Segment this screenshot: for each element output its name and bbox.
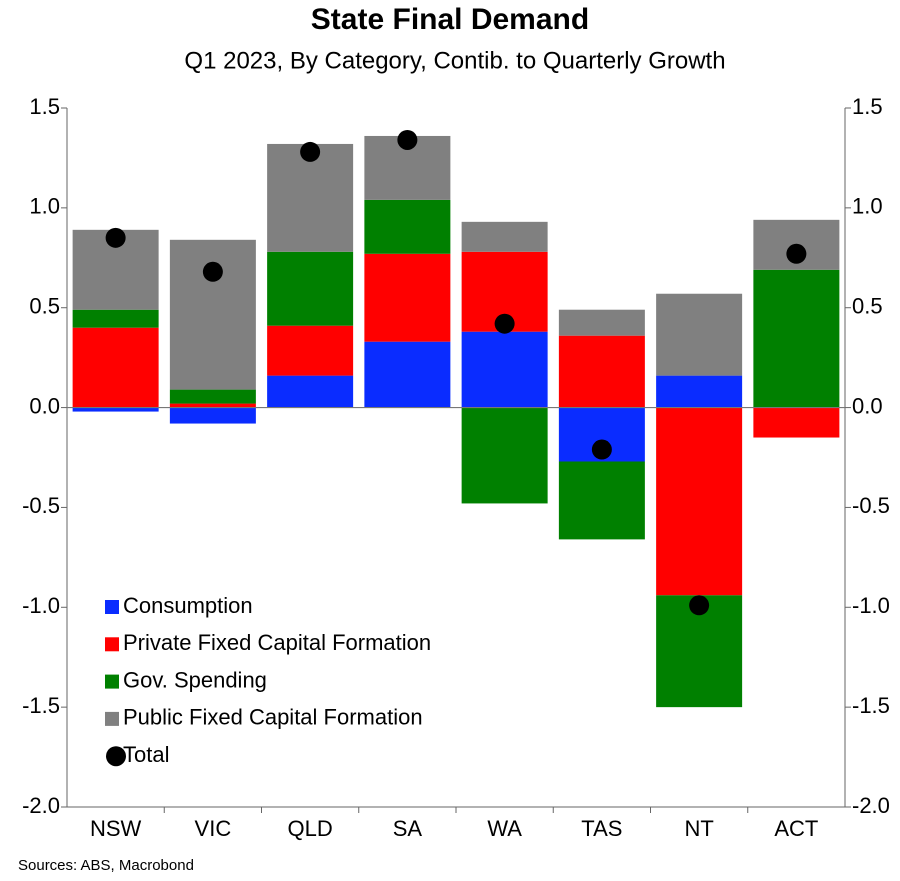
x-tick-label: WA	[487, 816, 522, 841]
legend-swatch	[105, 637, 119, 652]
bar-segment	[169, 403, 256, 408]
y-tick-label: -2.0	[22, 793, 60, 818]
y2-tick-label: 0.0	[852, 393, 883, 418]
total-dot	[591, 439, 612, 460]
chart-subtitle: Q1 2023, By Category, Contib. to Quarter…	[184, 47, 725, 74]
bar-segment	[656, 407, 743, 596]
y-tick-label: 1.0	[29, 194, 60, 219]
bar-segment	[364, 253, 451, 342]
x-tick-label: TAS	[581, 816, 622, 841]
total-dot	[202, 261, 223, 282]
bar-segment	[656, 293, 743, 376]
legend-label: Gov. Spending	[123, 667, 267, 692]
total-dot	[397, 129, 418, 150]
y2-tick-label: -1.5	[852, 693, 890, 718]
y-tick-label: 0.5	[29, 294, 60, 319]
x-tick-label: NT	[684, 816, 713, 841]
y2-tick-label: -2.0	[852, 793, 890, 818]
y-tick-label: -1.5	[22, 693, 60, 718]
y2-tick-label: 1.5	[852, 94, 883, 119]
total-dot	[105, 227, 126, 248]
x-tick-label: SA	[393, 816, 423, 841]
legend-label: Private Fixed Capital Formation	[123, 630, 431, 655]
bar-segment	[558, 335, 645, 408]
y2-tick-label: -1.0	[852, 593, 890, 618]
total-dot	[786, 243, 807, 264]
bar-segment	[267, 375, 354, 408]
y-tick-label: -1.0	[22, 593, 60, 618]
source-note: Sources: ABS, Macrobond	[18, 857, 194, 874]
y-tick-label: 0.0	[29, 393, 60, 418]
legend-swatch	[105, 674, 119, 689]
legend-swatch	[105, 711, 119, 726]
y2-tick-label: -0.5	[852, 493, 890, 518]
bar-segment	[72, 407, 159, 412]
total-dot	[300, 141, 321, 162]
legend-marker	[106, 746, 126, 767]
bar-segment	[558, 309, 645, 336]
bar-segment	[364, 341, 451, 408]
legend-label: Consumption	[123, 593, 253, 618]
legend-label: Public Fixed Capital Formation	[123, 705, 423, 730]
total-dot	[494, 313, 515, 334]
bar-segment	[169, 407, 256, 424]
bar-segment	[753, 407, 840, 438]
bar-segment	[753, 269, 840, 408]
total-dot	[689, 595, 710, 616]
y-tick-label: -0.5	[22, 493, 60, 518]
bar-segment	[72, 309, 159, 328]
y2-tick-label: 1.0	[852, 194, 883, 219]
bar-segment	[364, 199, 451, 254]
bar-segment	[461, 331, 548, 408]
bar-segment	[656, 375, 743, 408]
chart-title: State Final Demand	[311, 3, 589, 36]
bar-segment	[461, 221, 548, 252]
y2-tick-label: 0.5	[852, 294, 883, 319]
bar-segment	[267, 251, 354, 326]
bar-segment	[461, 407, 548, 504]
x-tick-label: NSW	[90, 816, 142, 841]
y-tick-label: 1.5	[29, 94, 60, 119]
bar-segment	[267, 325, 354, 376]
x-tick-label: ACT	[774, 816, 818, 841]
x-tick-label: QLD	[288, 816, 333, 841]
bar-segment	[169, 389, 256, 404]
bar-segment	[558, 461, 645, 540]
x-tick-label: VIC	[195, 816, 232, 841]
legend-swatch	[105, 600, 119, 614]
bar-segment	[72, 327, 159, 408]
legend-label: Total	[123, 742, 169, 767]
